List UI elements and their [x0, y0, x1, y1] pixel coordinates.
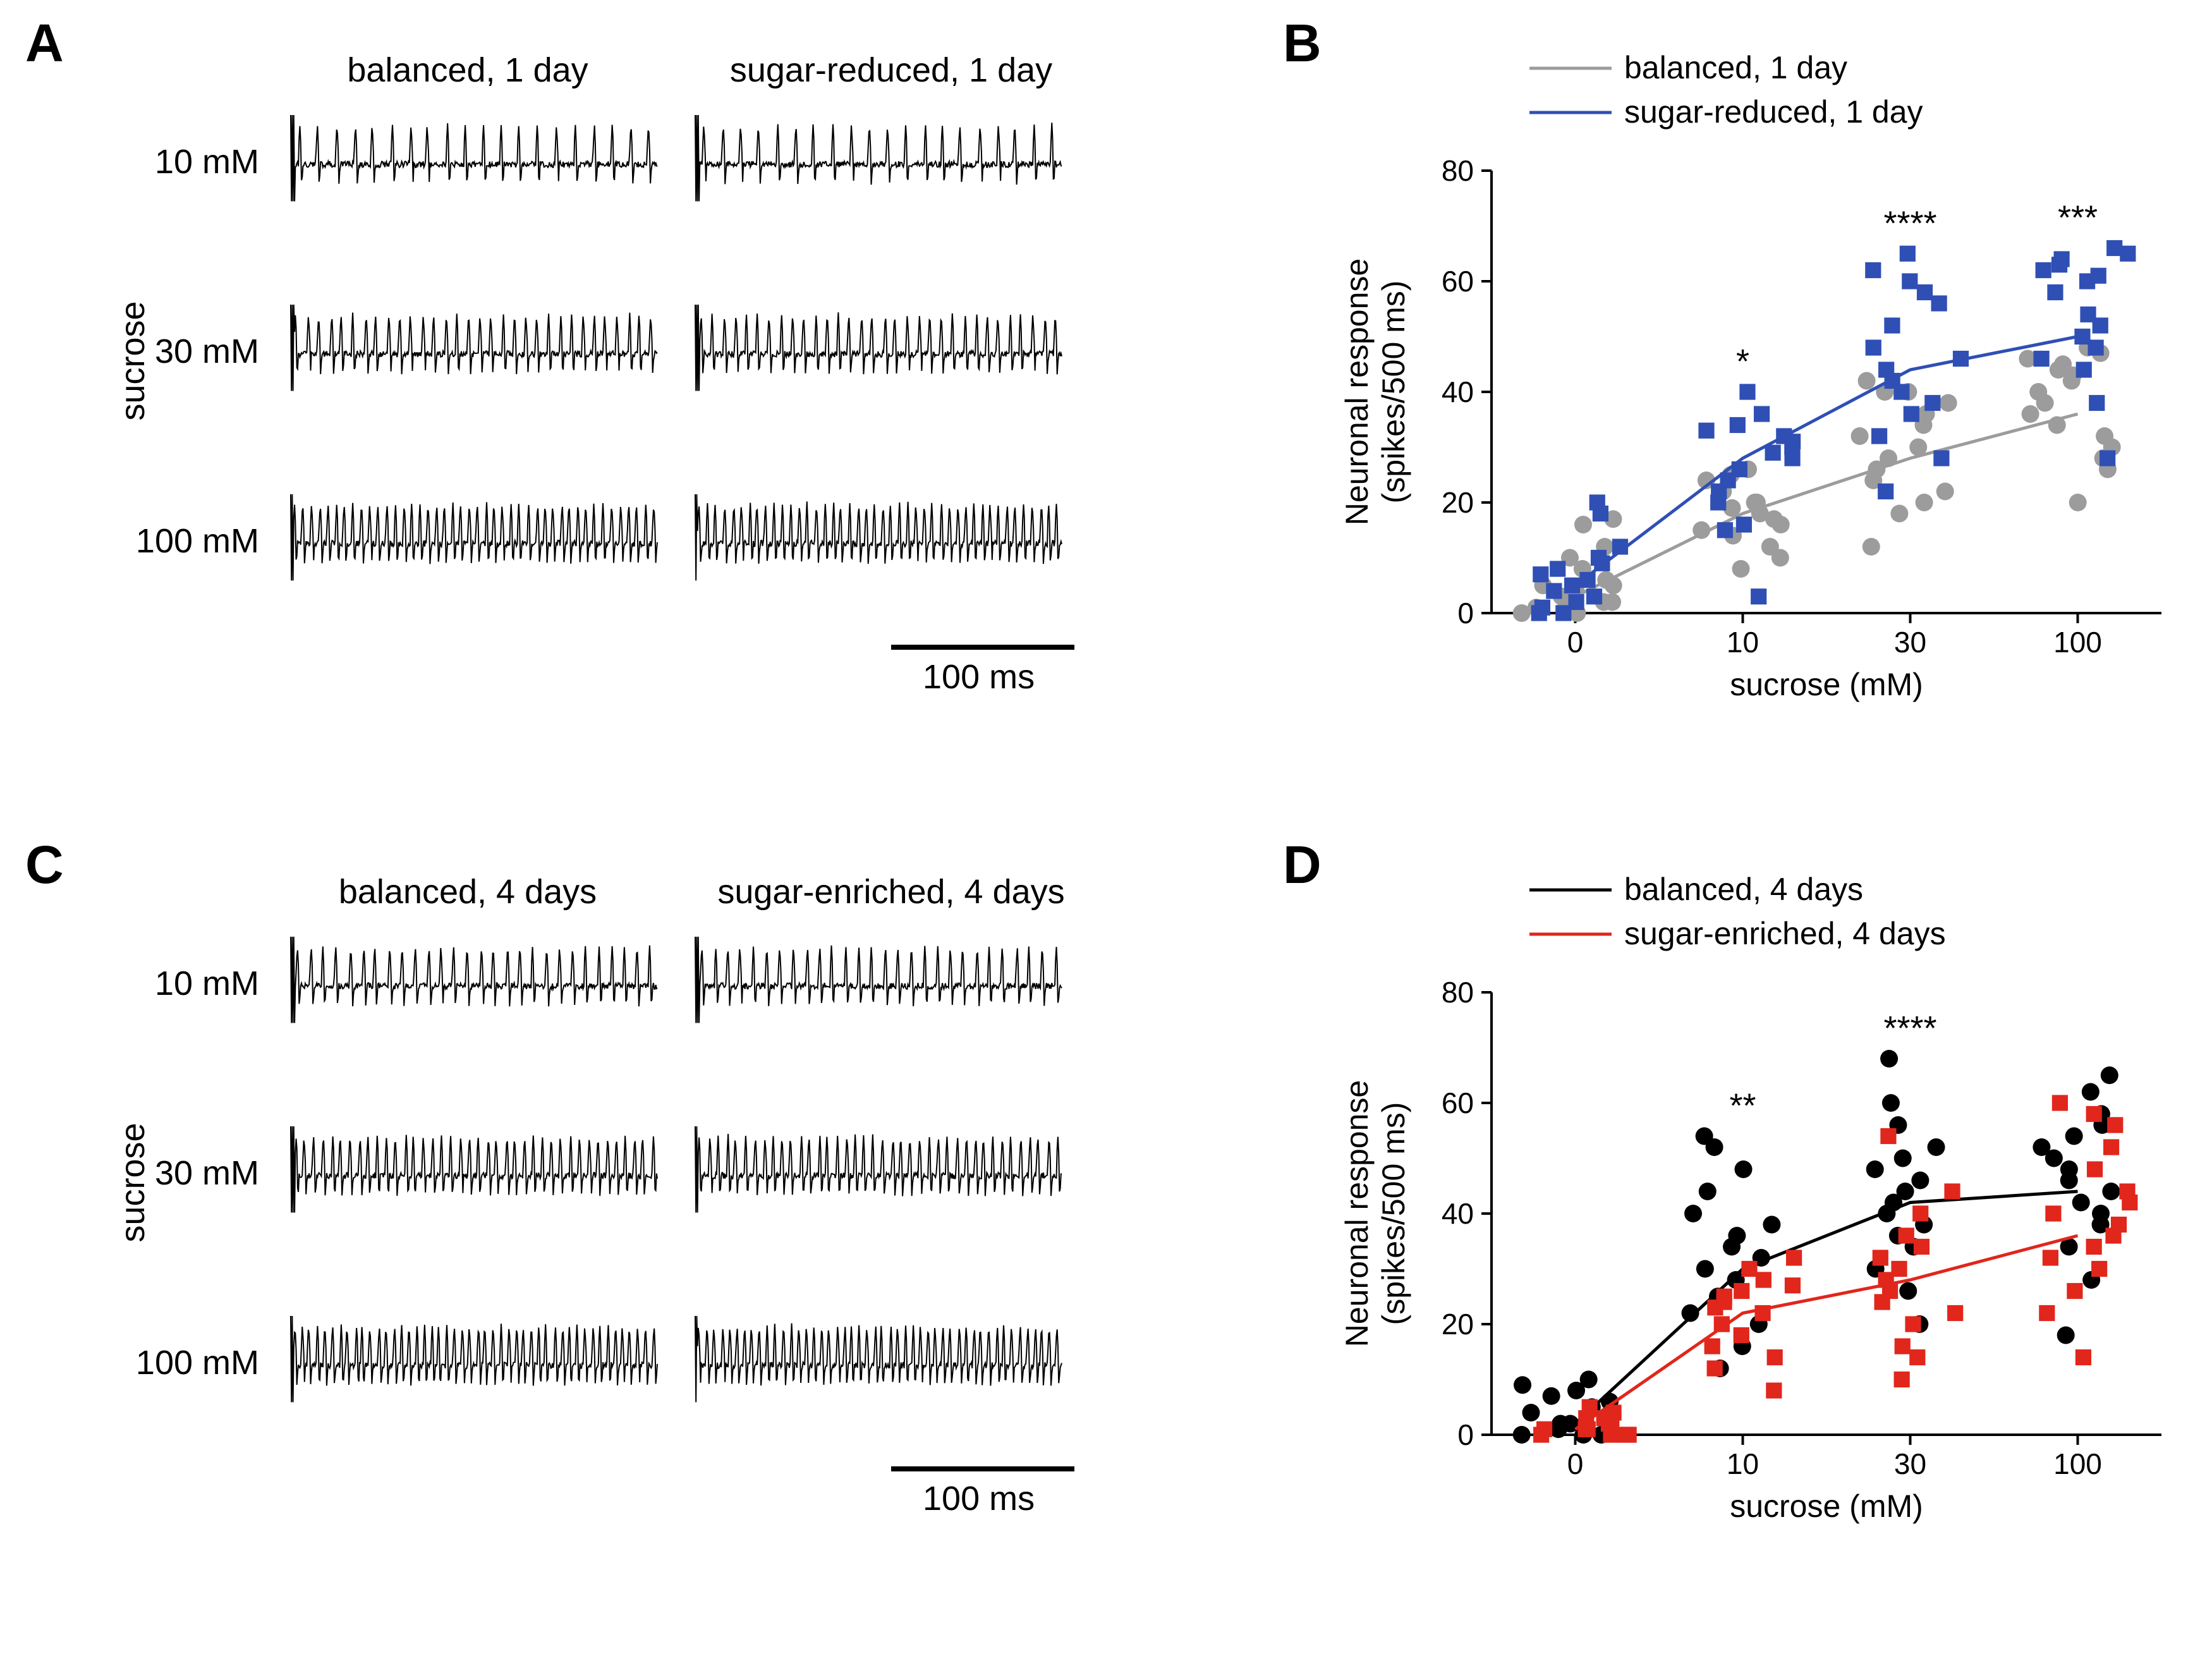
panel-C-label: C — [25, 834, 64, 896]
svg-text:Neuronal response(spikes/500 m: Neuronal response(spikes/500 ms) — [1339, 1080, 1411, 1348]
panel-C-traces — [278, 923, 1100, 1454]
svg-text:0: 0 — [1457, 597, 1474, 630]
panel-A-scalebar-text: 100 ms — [923, 657, 1035, 697]
svg-text:80: 80 — [1442, 976, 1474, 1009]
svg-text:balanced, 1 day: balanced, 1 day — [1624, 50, 1847, 85]
svg-text:20: 20 — [1442, 1308, 1474, 1341]
svg-text:40: 40 — [1442, 375, 1474, 408]
svg-text:60: 60 — [1442, 265, 1474, 298]
panel-A-row-30: 30 mM — [126, 332, 259, 371]
panel-C-row-30: 30 mM — [126, 1153, 259, 1193]
svg-text:0: 0 — [1567, 626, 1584, 659]
svg-text:10: 10 — [1727, 1447, 1759, 1480]
svg-text:80: 80 — [1442, 154, 1474, 187]
panel-A-scalebar — [891, 645, 1074, 650]
panel-A-row-100: 100 mM — [126, 521, 259, 561]
panel-B-chart: balanced, 1 day sugar-reduced, 1 day 0 20 40… — [1327, 44, 2187, 721]
svg-text:balanced, 4 days: balanced, 4 days — [1624, 872, 1863, 907]
panel-B-label: B — [1283, 13, 1322, 74]
panel-A-label: A — [25, 13, 64, 74]
panel-A-row-10: 10 mM — [126, 142, 259, 181]
panel-A-col1: balanced, 1 day — [291, 51, 645, 90]
svg-text:**: ** — [1729, 1087, 1756, 1125]
svg-text:sugar-reduced, 1 day: sugar-reduced, 1 day — [1624, 94, 1923, 130]
panel-C-row-10: 10 mM — [126, 964, 259, 1003]
svg-text:sucrose (mM): sucrose (mM) — [1730, 1488, 1923, 1524]
svg-text:100: 100 — [2053, 1447, 2102, 1480]
panel-C-col1: balanced, 4 days — [291, 872, 645, 911]
panel-C-row-100: 100 mM — [126, 1343, 259, 1382]
svg-text:*: * — [1736, 343, 1749, 380]
svg-text:***: *** — [2058, 199, 2098, 237]
panel-C-scalebar-text: 100 ms — [923, 1479, 1035, 1518]
svg-text:****: **** — [1883, 1009, 1936, 1047]
panel-C-col2: sugar-enriched, 4 days — [683, 872, 1100, 911]
panel-D-chart: balanced, 4 days sugar-enriched, 4 days 0 2… — [1327, 866, 2187, 1542]
svg-text:60: 60 — [1442, 1087, 1474, 1119]
panel-C-scalebar — [891, 1466, 1074, 1471]
panel-A-traces — [278, 101, 1100, 632]
svg-text:30: 30 — [1894, 1447, 1926, 1480]
svg-text:30: 30 — [1894, 626, 1926, 659]
svg-text:40: 40 — [1442, 1197, 1474, 1230]
svg-text:sugar-enriched, 4 days: sugar-enriched, 4 days — [1624, 916, 1946, 951]
svg-text:sucrose (mM): sucrose (mM) — [1730, 667, 1923, 702]
svg-text:0: 0 — [1457, 1418, 1474, 1451]
svg-text:100: 100 — [2053, 626, 2102, 659]
svg-text:0: 0 — [1567, 1447, 1584, 1480]
svg-text:20: 20 — [1442, 486, 1474, 519]
panel-A-col2: sugar-reduced, 1 day — [695, 51, 1087, 90]
svg-text:****: **** — [1883, 204, 1936, 242]
panel-D-label: D — [1283, 834, 1322, 896]
svg-text:Neuronal response(spikes/500 m: Neuronal response(spikes/500 ms) — [1339, 259, 1411, 526]
svg-text:10: 10 — [1727, 626, 1759, 659]
